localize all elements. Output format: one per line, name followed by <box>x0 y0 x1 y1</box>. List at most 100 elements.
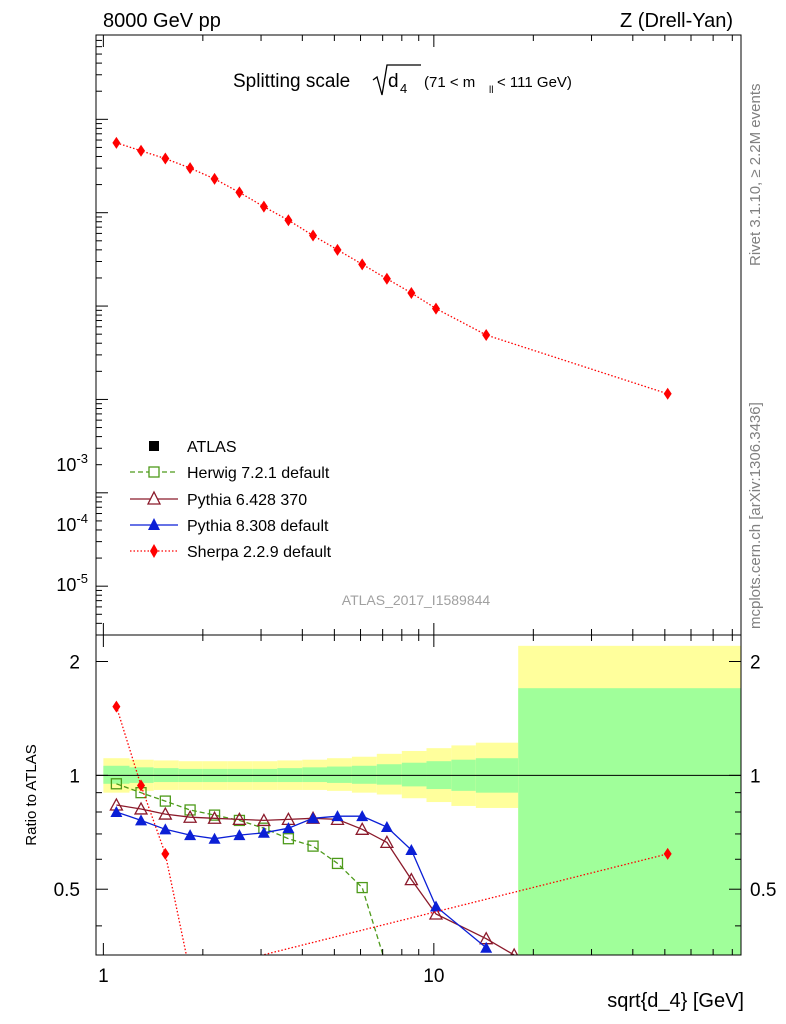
stat-uncertainty-band <box>376 764 402 785</box>
main-series-layer <box>112 136 672 400</box>
header-left-label: 8000 GeV pp <box>103 10 221 32</box>
main-point-sherpa <box>431 302 440 315</box>
ratio-series-clipped <box>109 700 672 955</box>
ratio-point-pythia6 <box>183 809 198 823</box>
main-series-line-sherpa <box>116 142 668 395</box>
main-point-sherpa <box>284 214 293 227</box>
ratio-point-pythia8 <box>208 832 221 844</box>
ratio-point-herwig <box>159 795 171 807</box>
legend-marker-pythia6 <box>146 490 162 505</box>
x-axis-label: sqrt{d_4} [GeV] <box>607 990 744 1012</box>
ratio-point-herwig <box>110 778 123 790</box>
ratio-point-herwig <box>282 833 295 845</box>
legend-label-atlas: ATLAS <box>187 439 237 456</box>
legend-entry-pythia6: Pythia 6.428 370 <box>130 490 307 509</box>
main-point-sherpa <box>482 328 491 341</box>
ratio-point-sherpa <box>663 847 672 860</box>
ratio-point-pythia8 <box>184 829 197 841</box>
ratio-point-pythia6 <box>355 821 370 835</box>
ratio-point-herwig <box>356 881 368 894</box>
ratio-point-pythia8 <box>405 843 418 855</box>
legend-marker-pythia8 <box>148 518 160 530</box>
ratio-point-pythia6 <box>428 906 444 920</box>
ratio-point-sherpa <box>161 847 170 860</box>
ratio-point-pythia8 <box>282 822 295 834</box>
ratio-point-pythia6 <box>379 835 394 849</box>
title-sqrt-arg: d <box>388 71 399 92</box>
ratio-point-pythia8 <box>233 829 246 841</box>
main-point-sherpa <box>210 172 219 185</box>
main-point-sherpa <box>382 272 391 285</box>
rivet-label: Rivet 3.1.10, ≥ 2.2M events <box>747 84 764 267</box>
ratio-point-pythia6 <box>133 801 149 815</box>
legend-marker-sherpa <box>150 544 158 558</box>
legend-label-sherpa: Sherpa 2.2.9 default <box>187 544 332 561</box>
stat-uncertainty-band <box>326 766 352 783</box>
ratio-point-pythia8 <box>159 823 172 835</box>
mcplots-label: mcplots.cern.ch [arXiv:1306.3436] <box>747 402 764 629</box>
ratio-point-pythia8 <box>480 941 493 953</box>
ratio-point-pythia8 <box>356 810 369 822</box>
ratio-point-herwig <box>307 840 319 852</box>
ratio-y-tick-label: 2 <box>69 652 80 673</box>
main-point-sherpa <box>309 229 318 242</box>
ratio-point-herwig <box>331 857 344 870</box>
ratio-y-tick-label: 0.5 <box>54 880 80 901</box>
legend-marker-atlas <box>149 441 159 451</box>
title-cut: (71 < m <box>424 74 475 91</box>
legend-label-pythia6: Pythia 6.428 370 <box>187 492 307 509</box>
main-ticks <box>96 34 733 636</box>
stat-uncertainty-band <box>302 767 327 783</box>
legend-label-pythia8: Pythia 8.308 default <box>187 518 329 535</box>
ratio-point-sherpa <box>112 700 121 713</box>
main-point-sherpa <box>333 243 342 256</box>
ratio-point-pythia8 <box>429 900 442 912</box>
main-point-sherpa <box>112 136 121 149</box>
stat-uncertainty-band <box>401 762 427 787</box>
ratio-y-tick-label-right: 1 <box>750 766 761 787</box>
ratio-point-pythia8 <box>307 812 320 824</box>
ratio-point-sherpa <box>137 779 146 792</box>
ratio-panel: 0.5 0.5 1 1 2 2 1 10 Ratio to ATLAS sqrt{d_4} [… <box>23 634 776 1012</box>
main-point-sherpa <box>235 186 244 199</box>
sqrt-sign <box>372 64 421 96</box>
watermark: ATLAS_2017_I1589844 <box>342 592 491 608</box>
main-point-sherpa <box>161 152 170 165</box>
main-point-sherpa <box>186 162 195 175</box>
legend-label-herwig: Herwig 7.2.1 default <box>187 465 330 482</box>
ratio-series-line-pythia8 <box>116 811 487 949</box>
title-cut-end: < 111 GeV) <box>497 74 572 91</box>
y-tick-label-1e-5: 10-5 <box>56 571 88 595</box>
ratio-point-pythia8 <box>257 826 270 838</box>
stat-uncertainty-band <box>103 765 130 784</box>
ratio-point-herwig <box>208 809 221 821</box>
ratio-point-herwig <box>233 814 246 827</box>
main-point-sherpa <box>358 258 367 271</box>
ratio-point-pythia6 <box>404 872 419 886</box>
title-main: Splitting scale <box>233 71 350 92</box>
legend-entry-herwig: Herwig 7.2.1 default <box>130 465 330 482</box>
legend-entry-pythia8: Pythia 8.308 default <box>130 518 329 535</box>
ratio-series-layer <box>109 700 672 955</box>
ratio-point-pythia8 <box>380 821 393 833</box>
header-right-label: Z (Drell-Yan) <box>620 10 733 32</box>
ratio-ticks: 0.5 0.5 1 1 2 2 1 10 <box>54 635 776 987</box>
ratio-y-label: Ratio to ATLAS <box>23 744 40 845</box>
main-title: Splitting scale d 4 (71 < m ll < 111 GeV… <box>233 64 572 96</box>
main-point-sherpa <box>407 287 416 300</box>
ratio-point-pythia6 <box>256 813 271 827</box>
legend-marker-herwig <box>148 466 160 478</box>
ratio-y-tick-label: 1 <box>69 766 80 787</box>
main-point-sherpa <box>137 144 146 157</box>
uncertainty-bands <box>103 645 741 955</box>
y-tick-label-1e-4: 10-4 <box>56 511 88 535</box>
legend-entry-atlas: ATLAS <box>149 439 237 456</box>
title-cut-sub: ll <box>489 85 493 96</box>
ratio-y-tick-label-right: 0.5 <box>750 880 776 901</box>
ratio-y-tick-label-right: 2 <box>750 652 761 673</box>
ratio-point-pythia6 <box>158 806 173 820</box>
y-tick-label-1e-3: 10-3 <box>56 451 88 475</box>
ratio-point-pythia6 <box>207 810 222 824</box>
x-tick-label: 1 <box>98 966 109 987</box>
